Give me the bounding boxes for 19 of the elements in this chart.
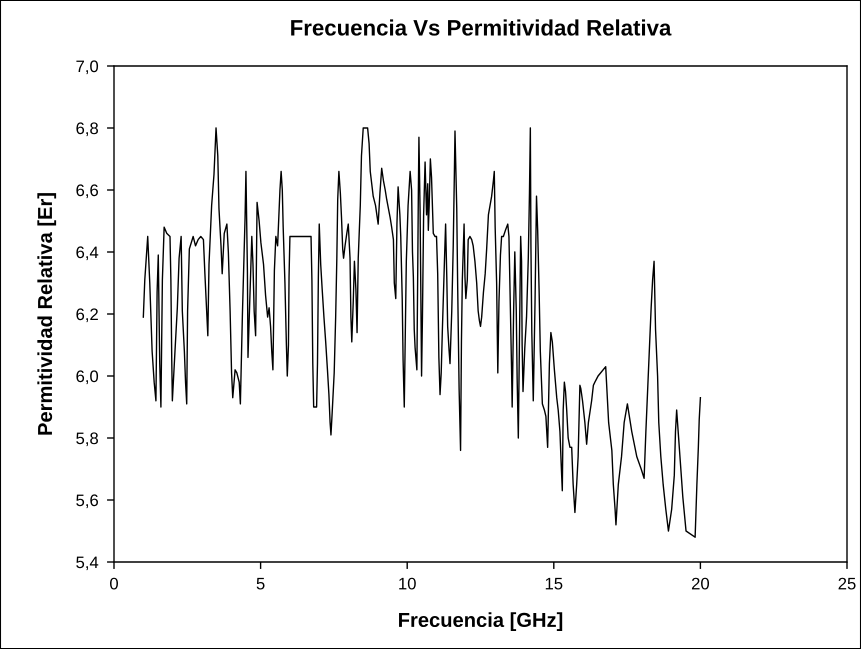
y-tick-label: 6,0 — [76, 370, 98, 384]
y-tick-label: 6,2 — [76, 308, 98, 322]
x-tick-label: 25 — [838, 578, 856, 590]
y-tick-label: 7,0 — [76, 60, 98, 74]
line-series — [142, 127, 702, 538]
x-tick-label: 5 — [256, 578, 265, 590]
y-tick-label: 6,8 — [76, 122, 98, 136]
chart-title: Frecuencia Vs Permitividad Relativa — [291, 19, 672, 36]
y-tick-label: 5,4 — [76, 556, 98, 570]
y-tick-label: 5,6 — [76, 494, 98, 508]
y-axis-title: Permitividad Relativa [Er] — [37, 193, 56, 435]
y-tick-label: 6,6 — [76, 184, 98, 198]
y-tick-label: 6,4 — [76, 246, 98, 260]
x-tick-label: 0 — [110, 578, 118, 590]
x-tick-label: 10 — [399, 578, 416, 590]
x-axis-title: Frecuencia [GHz] — [399, 612, 562, 632]
x-tick-label: 15 — [546, 578, 562, 590]
x-tick-label: 20 — [692, 578, 710, 590]
y-tick-label: 5,8 — [76, 432, 98, 446]
